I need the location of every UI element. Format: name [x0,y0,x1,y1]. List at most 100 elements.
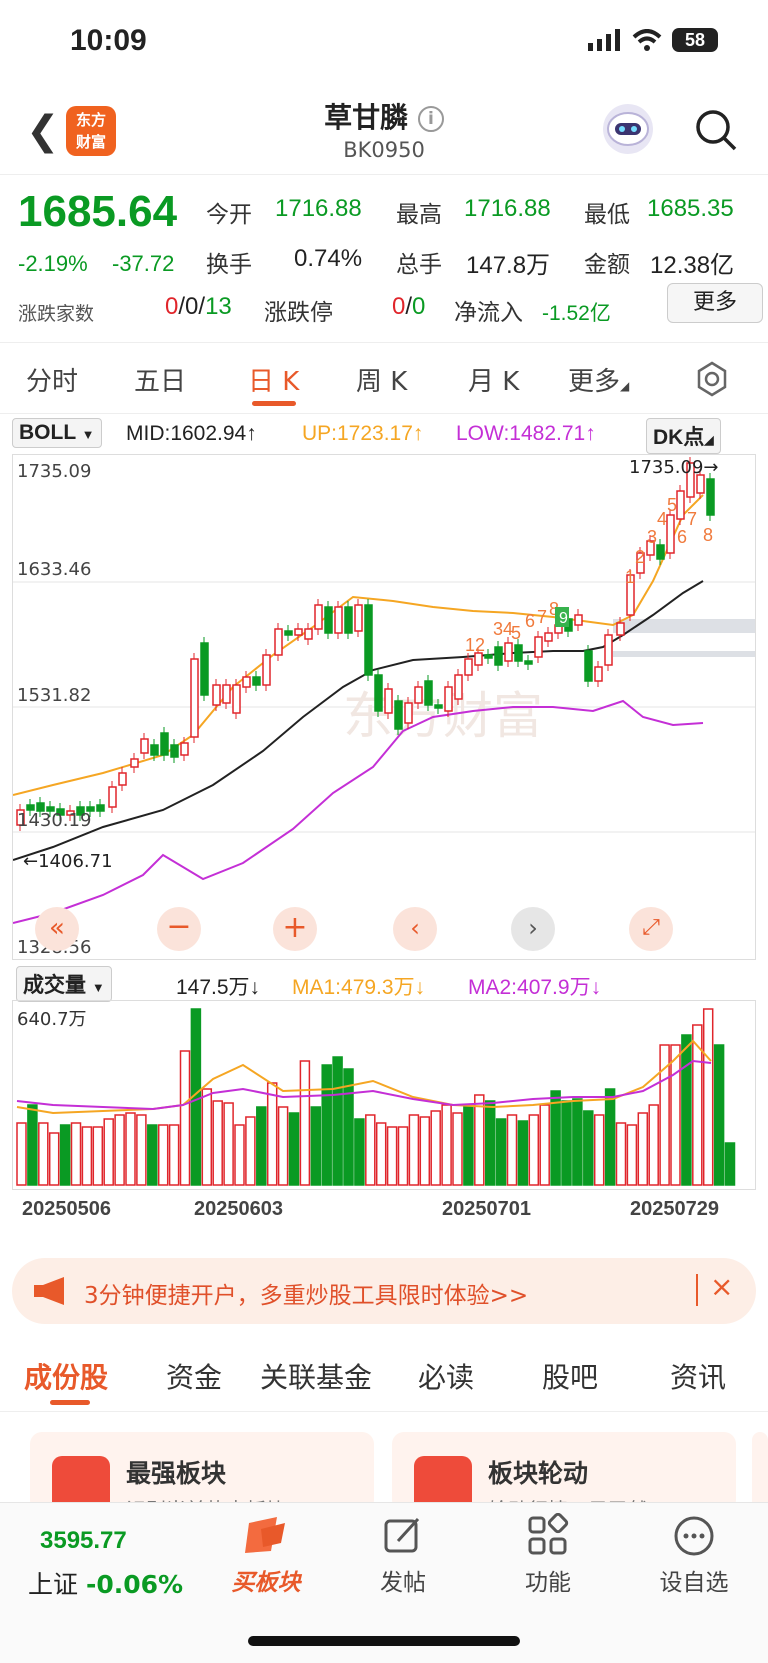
volume-bar [659,1044,670,1186]
page-title: 草甘膦 i [0,96,768,136]
volume-bar [397,1126,409,1186]
search-icon[interactable] [694,108,738,152]
chevron-right-icon[interactable]: › [511,907,555,951]
tab-more[interactable]: 更多◢ [568,367,630,397]
tab-funds[interactable]: 资金 [166,1361,223,1394]
tab-must-read[interactable]: 必读 [418,1361,475,1394]
amount-value: 12.38亿 [650,252,735,279]
zoom-out-icon[interactable]: − [157,907,201,951]
tab-related-funds[interactable]: 关联基金 [260,1361,373,1394]
candle-body [314,604,323,630]
change-value: -37.72 [112,251,175,276]
card-next-peek[interactable] [752,1432,768,1512]
candle-body [140,738,149,754]
tab-five-day[interactable]: 五日 [134,367,187,397]
tab-intraday[interactable]: 分时 [26,367,79,397]
card-sector-rotation[interactable]: 板块轮动 轮动行情一目了然 [392,1432,736,1512]
high-value: 1716.88 [464,195,551,222]
volume-current: 147.5万↓ [176,976,261,999]
open-value: 1716.88 [275,195,362,222]
dk-count-marker: 1 [465,635,475,655]
brand-logo[interactable]: 东方 财富 [66,106,116,156]
tab-constituents[interactable]: 成份股 [24,1361,109,1394]
volume-chart[interactable]: 640.7万 [12,1000,756,1190]
candle-body [304,628,313,640]
nav-post[interactable]: 发帖 [343,1513,463,1597]
netflow-label: 净流入 [454,300,523,326]
back-icon[interactable]: ❮ [26,108,60,154]
expand-icon[interactable]: ⤢ [629,907,673,951]
tab-daily-k[interactable]: 日 K [248,367,300,397]
more-button[interactable]: 更多 [667,283,763,323]
candle-body [404,702,413,724]
candle-body [424,680,433,706]
candle-body [170,744,179,758]
level-2: 1633.46 [17,559,92,580]
settings-icon[interactable] [694,361,730,397]
change-pct: -2.19% [18,251,88,276]
volume-select[interactable]: 成交量 ▼ [16,966,112,1002]
index-value[interactable]: 3595.77 [40,1527,127,1554]
assistant-robot-icon[interactable] [603,104,653,154]
candle-body [274,628,283,656]
dk-count-marker: 2 [635,547,645,567]
battery-icon: 58 [672,28,718,52]
tab-monthly-k[interactable]: 月 K [468,367,520,397]
candle-body [232,684,241,714]
quote-panel: 1685.64 -2.19% -37.72 今开 1716.88 最高 1716… [0,174,768,342]
info-icon[interactable]: i [417,106,444,132]
close-icon[interactable]: × [710,1270,734,1303]
current-price: 1685.64 [18,187,178,236]
volume-bar [157,1124,169,1186]
candle-body [504,642,513,662]
nav-buy-sector[interactable]: 买板块 [206,1513,326,1597]
level-3: 1531.82 [17,685,92,706]
nav-label: 功能 [525,1570,571,1596]
candle-body [656,544,665,560]
volume-canvas [16,1008,736,1186]
chevron-left-icon[interactable]: ‹ [393,907,437,951]
card-strongest-sector[interactable]: 最强板块 识别当前热点板块 [30,1432,374,1512]
zoom-in-icon[interactable]: + [273,907,317,951]
boll-up: UP:1723.17↑ [302,422,424,445]
volume-bar [114,1114,125,1186]
min-price-label: ←1406.71 [23,851,113,872]
date-label: 20250701 [442,1198,531,1220]
nav-watchlist[interactable]: 设自选 [634,1513,754,1597]
volume-label: 总手 [396,252,442,278]
volume-value: 147.8万 [466,252,551,279]
candle-body [200,642,209,696]
volume-bar [288,1112,300,1186]
high-label: 最高 [396,202,442,228]
limit-counts: 0/0 [392,293,426,320]
volume-bar [277,1106,289,1186]
volume-bar [256,1106,267,1186]
nav-functions[interactable]: 功能 [488,1512,608,1597]
indicator-select[interactable]: BOLL ▼ [12,418,102,448]
tab-news[interactable]: 资讯 [670,1361,727,1394]
candle-body [444,686,453,712]
boll-low-line [12,699,704,924]
candle-body [484,654,493,659]
level-4: 1430.19 [17,810,92,831]
volume-bar [441,1104,452,1186]
tab-weekly-k[interactable]: 周 K [356,367,408,397]
volume-bar [59,1124,71,1186]
volume-bar [343,1068,354,1186]
volume-bar [234,1124,245,1186]
rewind-icon[interactable]: « [35,907,79,951]
candle-body [212,684,221,706]
rise-fall-counts: 0/0/13 [165,293,232,320]
boll-mid: MID:1602.94↑ [126,422,257,445]
low-label: 最低 [584,202,630,228]
boll-low: LOW:1482.71↑ [456,422,596,445]
promo-banner[interactable]: 3分钟便捷开户，多重炒股工具限时体验>> × [12,1258,756,1324]
candle-body [284,630,293,636]
tab-forum[interactable]: 股吧 [542,1361,599,1394]
dk-count-marker: 4 [657,509,667,529]
dk-point-select[interactable]: DK点◢ [646,418,721,454]
card-title: 最强板块 [126,1459,227,1488]
index-name-change[interactable]: 上证 -0.06% [28,1570,184,1599]
period-tabs: 分时 五日 日 K 周 K 月 K 更多◢ [0,342,768,414]
